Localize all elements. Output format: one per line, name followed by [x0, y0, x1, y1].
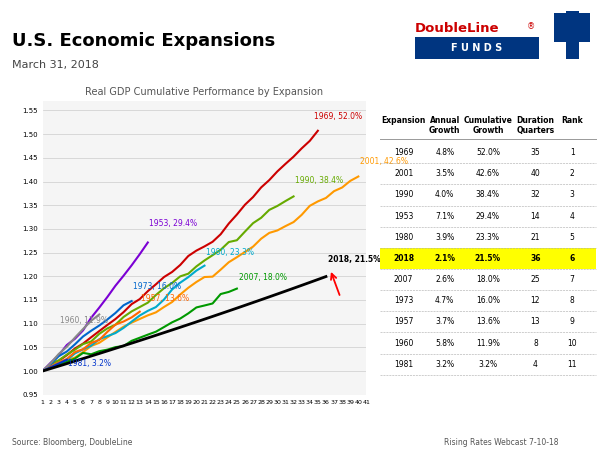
Text: 18.0%: 18.0%	[476, 275, 500, 284]
Text: 11: 11	[567, 360, 577, 369]
Text: 13: 13	[531, 317, 540, 326]
Text: 3: 3	[570, 190, 575, 200]
Text: 35: 35	[531, 148, 541, 157]
Text: 2018: 2018	[393, 254, 414, 263]
Text: 2007, 18.0%: 2007, 18.0%	[238, 273, 286, 282]
Text: Cumulative
Growth: Cumulative Growth	[463, 116, 513, 135]
Text: Rising Rates Webcast 7-10-18: Rising Rates Webcast 7-10-18	[444, 438, 558, 447]
Text: 1960: 1960	[394, 339, 413, 347]
Text: Expansion: Expansion	[381, 116, 426, 125]
Text: 8: 8	[570, 296, 575, 305]
Text: 40: 40	[531, 169, 541, 179]
Text: 3.2%: 3.2%	[478, 360, 497, 369]
Text: 52.0%: 52.0%	[476, 148, 500, 157]
Text: 3.2%: 3.2%	[435, 360, 454, 369]
Text: 4.0%: 4.0%	[435, 190, 454, 200]
FancyBboxPatch shape	[415, 37, 539, 59]
Text: 8: 8	[533, 339, 537, 347]
Text: 7.1%: 7.1%	[435, 212, 454, 221]
Text: 6: 6	[570, 254, 575, 263]
Text: Annual
Growth: Annual Growth	[429, 116, 460, 135]
Text: 2001, 42.6%: 2001, 42.6%	[360, 157, 408, 166]
Text: 1980, 23.3%: 1980, 23.3%	[206, 248, 254, 257]
Text: March 31, 2018: March 31, 2018	[12, 60, 99, 70]
Text: 21.5%: 21.5%	[475, 254, 501, 263]
Text: 12: 12	[531, 296, 540, 305]
Text: 2007: 2007	[394, 275, 413, 284]
Text: 1990, 38.4%: 1990, 38.4%	[295, 176, 344, 185]
Text: 1960, 11.9%: 1960, 11.9%	[60, 316, 108, 325]
Text: 10: 10	[567, 339, 577, 347]
Text: 32: 32	[531, 190, 540, 200]
Text: 36: 36	[530, 254, 541, 263]
Text: 1969, 52.0%: 1969, 52.0%	[314, 112, 362, 121]
Text: 21: 21	[531, 233, 540, 242]
Text: 16.0%: 16.0%	[476, 296, 500, 305]
Text: F U N D S: F U N D S	[452, 43, 503, 53]
Bar	[380, 248, 596, 269]
Text: 23.3%: 23.3%	[476, 233, 500, 242]
Text: 13.6%: 13.6%	[476, 317, 500, 326]
Text: 4: 4	[570, 212, 575, 221]
Text: 4.7%: 4.7%	[435, 296, 454, 305]
Text: 1981: 1981	[394, 360, 413, 369]
Text: 38.4%: 38.4%	[476, 190, 500, 200]
Text: 4: 4	[533, 360, 538, 369]
Text: 1953: 1953	[394, 212, 413, 221]
Text: 25: 25	[531, 275, 540, 284]
Text: 2.1%: 2.1%	[434, 254, 455, 263]
Text: U.S. Economic Expansions: U.S. Economic Expansions	[12, 32, 275, 50]
Text: 1973: 1973	[394, 296, 413, 305]
Text: 1953, 29.4%: 1953, 29.4%	[150, 219, 198, 228]
Text: 2001: 2001	[394, 169, 413, 179]
Text: 42.6%: 42.6%	[476, 169, 500, 179]
Text: 3.7%: 3.7%	[435, 317, 454, 326]
Text: 11.9%: 11.9%	[476, 339, 500, 347]
Text: Source: Bloomberg, DoubleLine: Source: Bloomberg, DoubleLine	[12, 438, 133, 447]
Text: DoubleLine: DoubleLine	[415, 22, 499, 35]
Title: Real GDP Cumulative Performance by Expansion: Real GDP Cumulative Performance by Expan…	[86, 87, 323, 97]
Text: 1957: 1957	[394, 317, 413, 326]
Text: 29.4%: 29.4%	[476, 212, 500, 221]
Text: 3.9%: 3.9%	[435, 233, 454, 242]
Text: 3.5%: 3.5%	[435, 169, 454, 179]
Text: Rank: Rank	[561, 116, 583, 125]
Bar	[554, 13, 590, 42]
Text: 1980: 1980	[394, 233, 413, 242]
Text: 9: 9	[570, 317, 575, 326]
Text: 2: 2	[570, 169, 575, 179]
Text: 5: 5	[570, 233, 575, 242]
Text: 5.8%: 5.8%	[435, 339, 454, 347]
Text: 1990: 1990	[394, 190, 413, 200]
Text: Duration
Quarters: Duration Quarters	[516, 116, 554, 135]
Text: 1957, 13.6%: 1957, 13.6%	[141, 294, 190, 303]
Text: 4.8%: 4.8%	[435, 148, 454, 157]
Bar	[565, 11, 579, 59]
Text: 2018, 21.5%: 2018, 21.5%	[328, 256, 381, 264]
Text: 2.6%: 2.6%	[435, 275, 454, 284]
Text: 14: 14	[531, 212, 540, 221]
Text: 1969: 1969	[394, 148, 413, 157]
Text: 1: 1	[570, 148, 575, 157]
Text: ®: ®	[527, 22, 535, 31]
Text: 1973, 16.0%: 1973, 16.0%	[133, 282, 181, 291]
Text: 1981, 3.2%: 1981, 3.2%	[69, 359, 111, 368]
Text: 7: 7	[570, 275, 575, 284]
